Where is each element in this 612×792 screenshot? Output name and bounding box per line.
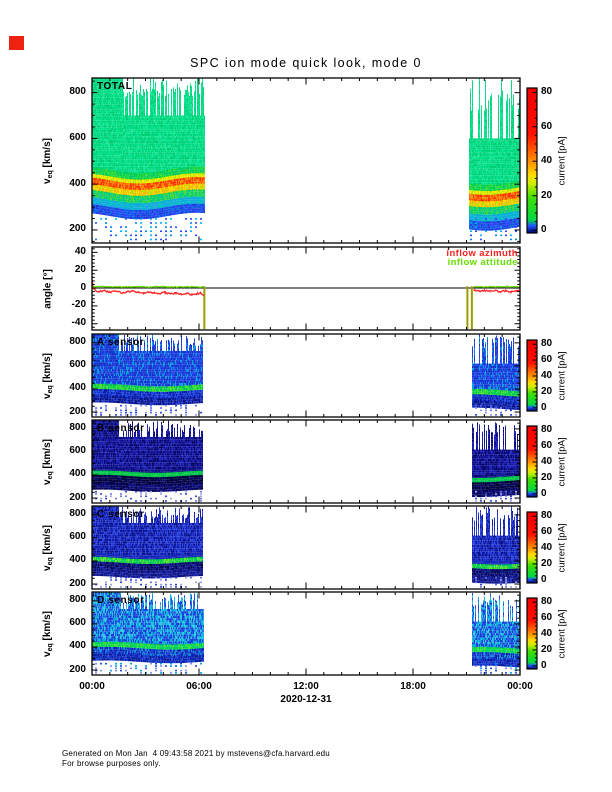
ylabel-sub: eq bbox=[47, 470, 54, 479]
panel-label-a-sensor: A sensor bbox=[97, 337, 145, 348]
legend-inflow-azimuth: inflow azimuth bbox=[446, 248, 518, 259]
y-axis-label-c: veq [km/s] bbox=[42, 525, 54, 571]
tick-label: 60 bbox=[541, 440, 553, 452]
tick-label: -20 bbox=[71, 299, 86, 311]
tick-label: 600 bbox=[69, 445, 86, 457]
tick-label: 600 bbox=[69, 531, 86, 543]
colorbar-label-b: current [pA] bbox=[556, 436, 568, 487]
colorbar-label-total: current [pA] bbox=[556, 135, 568, 186]
tick-label: 20 bbox=[74, 263, 86, 275]
tick-label: 800 bbox=[69, 422, 86, 434]
tick-label: 200 bbox=[69, 663, 86, 675]
ylabel-main: v bbox=[42, 478, 53, 485]
x-tick-label: 00:00 bbox=[507, 681, 533, 692]
tick-label: 0 bbox=[541, 573, 547, 585]
tick-label: 0 bbox=[80, 281, 86, 293]
tick-label: 0 bbox=[541, 224, 547, 236]
tick-label: -40 bbox=[71, 317, 86, 329]
tick-label: 200 bbox=[69, 223, 86, 235]
panel-label-b-sensor: B sensor bbox=[97, 423, 145, 434]
tick-label: 20 bbox=[541, 643, 553, 655]
panel-label-d-sensor: D sensor bbox=[97, 595, 145, 606]
tick-label: 200 bbox=[69, 491, 86, 503]
ylabel-unit: [km/s] bbox=[42, 610, 53, 643]
tick-label: 60 bbox=[541, 120, 553, 132]
x-tick-label: 12:00 bbox=[293, 681, 319, 692]
tick-label: 800 bbox=[69, 508, 86, 520]
x-tick-label: 18:00 bbox=[400, 681, 426, 692]
tick-label: 0 bbox=[541, 659, 547, 671]
tick-label: 600 bbox=[69, 131, 86, 143]
tick-label: 40 bbox=[541, 369, 553, 381]
panel-label-total: TOTAL bbox=[97, 81, 133, 92]
ylabel-main: v bbox=[42, 392, 53, 399]
tick-label: 600 bbox=[69, 359, 86, 371]
tick-label: 80 bbox=[541, 338, 553, 350]
y-axis-label-d: veq [km/s] bbox=[42, 611, 54, 657]
tick-label: 200 bbox=[69, 577, 86, 589]
tick-label: 800 bbox=[69, 336, 86, 348]
y-axis-label-total: veq [km/s] bbox=[42, 138, 54, 184]
colorbar-label-c: current [pA] bbox=[556, 522, 568, 573]
tick-label: 40 bbox=[541, 541, 553, 553]
tick-label: 40 bbox=[541, 455, 553, 467]
y-axis-label-angle: angle [°] bbox=[42, 268, 54, 309]
legend-inflow-attitude: inflow attitude bbox=[447, 257, 518, 268]
tick-label: 0 bbox=[541, 487, 547, 499]
tick-label: 0 bbox=[541, 401, 547, 413]
ylabel-sub: eq bbox=[47, 169, 54, 178]
tick-label: 80 bbox=[541, 86, 553, 98]
figure-title: SPC ion mode quick look, mode 0 bbox=[190, 56, 422, 70]
tick-label: 800 bbox=[69, 86, 86, 98]
ylabel-main: v bbox=[42, 650, 53, 657]
ylabel-unit: [km/s] bbox=[42, 352, 53, 385]
tick-label: 40 bbox=[74, 245, 86, 257]
colorbar-label-d: current [pA] bbox=[556, 608, 568, 659]
tick-label: 200 bbox=[69, 405, 86, 417]
colorbar-label-a: current [pA] bbox=[556, 350, 568, 401]
ylabel-unit: [km/s] bbox=[42, 524, 53, 557]
ylabel-sub: eq bbox=[47, 642, 54, 651]
tick-label: 20 bbox=[541, 189, 553, 201]
ylabel-main: v bbox=[42, 177, 53, 184]
ylabel-unit: [km/s] bbox=[42, 438, 53, 471]
panel-label-c-sensor: C sensor bbox=[97, 509, 145, 520]
ylabel-sub: eq bbox=[47, 384, 54, 393]
tick-label: 60 bbox=[541, 526, 553, 538]
tick-label: 80 bbox=[541, 510, 553, 522]
date-label: 2020-12-31 bbox=[280, 694, 332, 705]
x-tick-label: 00:00 bbox=[79, 681, 105, 692]
tick-label: 400 bbox=[69, 382, 86, 394]
tick-label: 800 bbox=[69, 594, 86, 606]
tick-label: 20 bbox=[541, 471, 553, 483]
tick-label: 60 bbox=[541, 354, 553, 366]
tick-label: 400 bbox=[69, 177, 86, 189]
y-axis-label-b: veq [km/s] bbox=[42, 439, 54, 485]
tick-label: 60 bbox=[541, 612, 553, 624]
x-tick-label: 06:00 bbox=[186, 681, 212, 692]
tick-label: 400 bbox=[69, 640, 86, 652]
ylabel-sub: eq bbox=[47, 556, 54, 565]
ylabel-main: v bbox=[42, 564, 53, 571]
tick-label: 20 bbox=[541, 557, 553, 569]
footer-line-1: Generated on Mon Jan 4 09:43:58 2021 by … bbox=[62, 749, 330, 758]
tick-label: 80 bbox=[541, 596, 553, 608]
tick-label: 20 bbox=[541, 385, 553, 397]
tick-label: 400 bbox=[69, 468, 86, 480]
red-marker bbox=[9, 36, 24, 50]
y-axis-label-a: veq [km/s] bbox=[42, 353, 54, 399]
tick-label: 80 bbox=[541, 424, 553, 436]
ylabel-unit: [km/s] bbox=[42, 137, 53, 170]
tick-label: 400 bbox=[69, 554, 86, 566]
tick-label: 40 bbox=[541, 155, 553, 167]
tick-label: 40 bbox=[541, 627, 553, 639]
footer-line-2: For browse purposes only. bbox=[62, 758, 161, 768]
tick-label: 600 bbox=[69, 617, 86, 629]
